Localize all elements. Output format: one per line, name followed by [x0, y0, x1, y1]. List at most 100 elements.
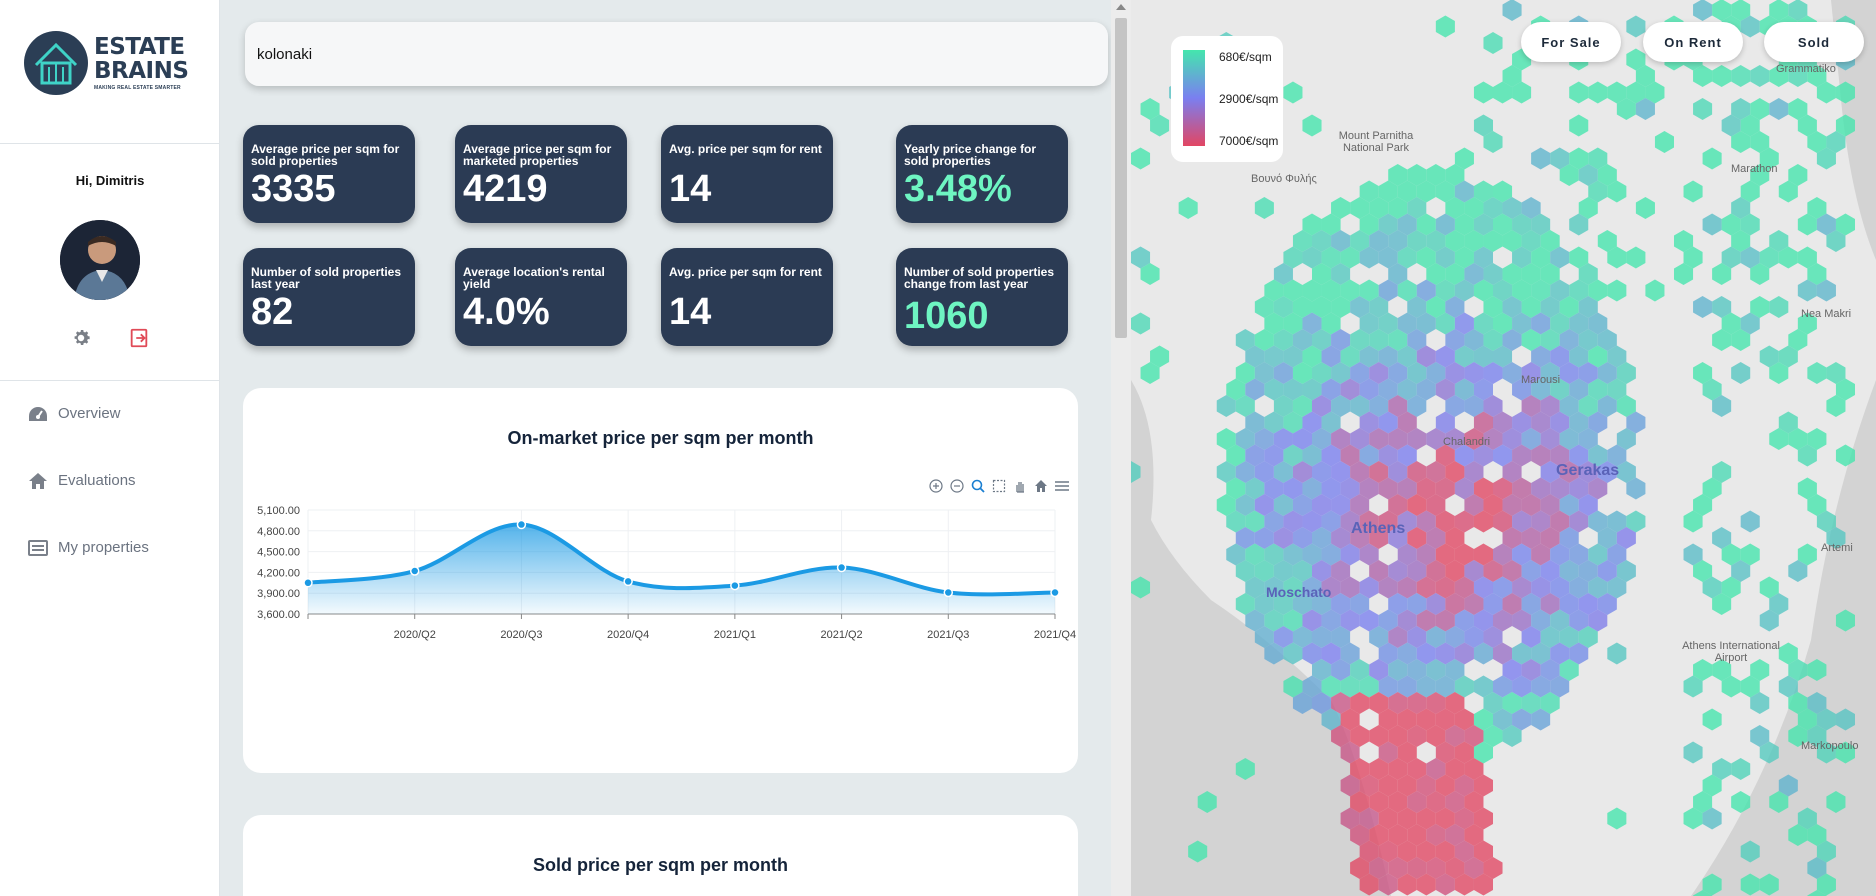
hex-cell[interactable]: [1188, 840, 1208, 863]
hex-cell[interactable]: [1388, 692, 1408, 714]
hex-cell[interactable]: [1435, 378, 1455, 401]
hex-cell[interactable]: [1435, 774, 1455, 797]
hex-cell[interactable]: [1245, 444, 1265, 467]
hex-cell[interactable]: [1492, 477, 1513, 500]
hex-cell[interactable]: [1397, 609, 1417, 632]
hex-cell[interactable]: [1502, 560, 1522, 582]
hex-cell[interactable]: [1740, 675, 1760, 698]
hex-cell[interactable]: [1378, 279, 1398, 302]
hex-cell[interactable]: [1693, 890, 1713, 896]
hex-cell[interactable]: [1311, 626, 1332, 648]
hex-cell[interactable]: [1578, 164, 1598, 186]
hex-cell[interactable]: [1464, 428, 1484, 450]
hex-cell[interactable]: [1264, 444, 1284, 467]
hex-cell[interactable]: [1235, 461, 1255, 483]
hex-cell[interactable]: [1397, 246, 1417, 269]
hex-cell[interactable]: [1350, 593, 1370, 615]
hex-cell[interactable]: [1407, 494, 1427, 516]
hex-cell[interactable]: [1502, 230, 1522, 252]
hex-cell[interactable]: [1235, 593, 1255, 615]
hex-cell[interactable]: [1464, 494, 1484, 516]
hex-cell[interactable]: [1369, 395, 1389, 417]
zoom-out-icon[interactable]: [949, 478, 965, 494]
hex-cell[interactable]: [1254, 560, 1274, 582]
hex-cell[interactable]: [1407, 197, 1427, 219]
hex-cell[interactable]: [1578, 461, 1598, 483]
hex-cell[interactable]: [1416, 213, 1436, 236]
hex-cell[interactable]: [1416, 774, 1436, 797]
hex-cell[interactable]: [1378, 840, 1398, 863]
hex-cell[interactable]: [1788, 98, 1808, 120]
hex-cell[interactable]: [1540, 395, 1560, 417]
hex-cell[interactable]: [1740, 543, 1760, 566]
hex-cell[interactable]: [1721, 543, 1741, 566]
hex-cell[interactable]: [1435, 708, 1455, 731]
hex-cell[interactable]: [1292, 428, 1312, 450]
hex-cell[interactable]: [1597, 527, 1617, 549]
hex-cell[interactable]: [1378, 774, 1398, 797]
hex-cell[interactable]: [1445, 395, 1465, 417]
hex-cell[interactable]: [1340, 345, 1360, 368]
hex-cell[interactable]: [1369, 428, 1389, 450]
hex-cell[interactable]: [1407, 296, 1427, 318]
hex-cell[interactable]: [1359, 312, 1379, 335]
hex-cell[interactable]: [1407, 758, 1427, 780]
hex-cell[interactable]: [1454, 477, 1474, 500]
hex-cell[interactable]: [1693, 362, 1713, 384]
hex-cell[interactable]: [1454, 378, 1474, 401]
hex-cell[interactable]: [1426, 626, 1446, 648]
hex-cell[interactable]: [1740, 312, 1760, 335]
hex-cell[interactable]: [1712, 461, 1732, 483]
hex-cell[interactable]: [1473, 411, 1493, 434]
hex-cell[interactable]: [1131, 461, 1141, 483]
hex-cell[interactable]: [1426, 362, 1446, 384]
hex-cell[interactable]: [1435, 345, 1455, 368]
hex-cell[interactable]: [1454, 609, 1474, 632]
hex-cell[interactable]: [1407, 395, 1427, 417]
price-heatmap-map[interactable]: 680€/sqm 2900€/sqm 7000€/sqm For Sale On…: [1131, 0, 1876, 896]
hex-cell[interactable]: [1588, 477, 1608, 500]
hex-cell[interactable]: [1235, 758, 1255, 780]
hex-cell[interactable]: [1569, 510, 1589, 533]
hex-cell[interactable]: [1311, 296, 1332, 318]
menu-icon[interactable]: [1054, 478, 1070, 494]
hex-cell[interactable]: [1464, 461, 1484, 483]
hex-cell[interactable]: [1712, 296, 1732, 318]
hex-cell[interactable]: [1302, 444, 1322, 467]
hex-cell[interactable]: [1350, 659, 1370, 681]
hex-cell[interactable]: [1607, 180, 1627, 203]
hex-cell[interactable]: [1607, 444, 1627, 467]
hex-cell[interactable]: [1588, 510, 1608, 533]
hex-cell[interactable]: [1769, 0, 1789, 21]
hex-cell[interactable]: [1816, 147, 1836, 170]
hex-cell[interactable]: [1683, 180, 1703, 203]
hex-cell[interactable]: [1797, 312, 1817, 335]
search-zoom-icon[interactable]: [970, 478, 986, 494]
hex-cell[interactable]: [1540, 362, 1560, 384]
hex-cell[interactable]: [1378, 312, 1398, 335]
hex-cell[interactable]: [1331, 230, 1351, 252]
hex-cell[interactable]: [1359, 246, 1379, 269]
hex-cell[interactable]: [1578, 593, 1598, 615]
hex-cell[interactable]: [1759, 873, 1779, 896]
hex-cell[interactable]: [1816, 873, 1836, 896]
hex-cell[interactable]: [1626, 81, 1646, 104]
hex-cell[interactable]: [1721, 312, 1741, 335]
hex-cell[interactable]: [1550, 609, 1570, 632]
hex-cell[interactable]: [1578, 428, 1598, 450]
hex-cell[interactable]: [1673, 230, 1694, 252]
hex-cell[interactable]: [1397, 312, 1417, 335]
hex-cell[interactable]: [1407, 164, 1427, 186]
hex-cell[interactable]: [1426, 527, 1446, 549]
hex-cell[interactable]: [1693, 98, 1713, 120]
hex-cell[interactable]: [1492, 345, 1513, 368]
hex-cell[interactable]: [1445, 164, 1465, 186]
hex-cell[interactable]: [1492, 543, 1513, 566]
hex-cell[interactable]: [1588, 81, 1608, 104]
hex-cell[interactable]: [1588, 543, 1608, 566]
hex-cell[interactable]: [1759, 246, 1779, 269]
hex-cell[interactable]: [1264, 576, 1284, 599]
hex-cell[interactable]: [1435, 873, 1455, 896]
hex-cell[interactable]: [1835, 213, 1855, 236]
hex-cell[interactable]: [1378, 213, 1398, 236]
